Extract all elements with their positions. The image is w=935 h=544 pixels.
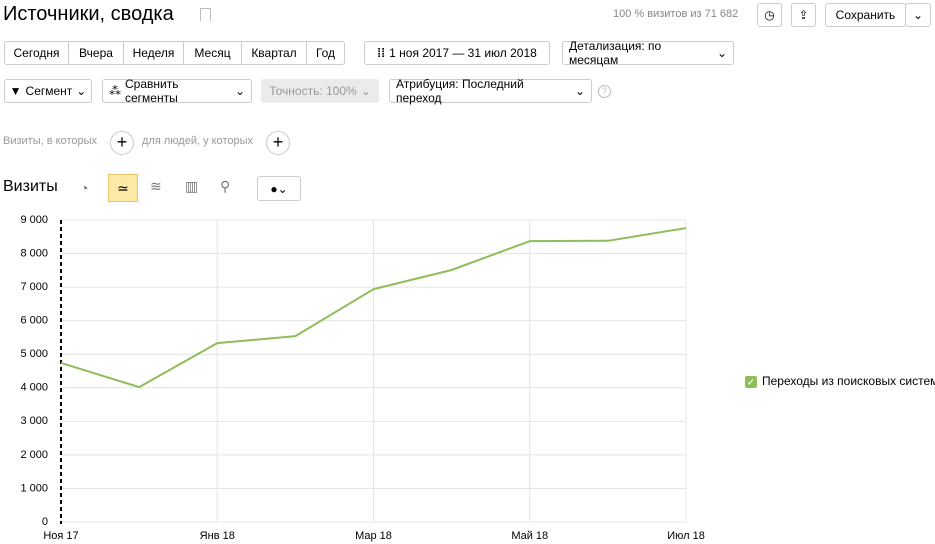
data-line — [60, 227, 687, 389]
segment-text: Сегмент — [25, 84, 73, 98]
history-button[interactable]: ◷ — [757, 3, 782, 27]
page-title: Источники, сводка — [3, 3, 174, 25]
save-menu[interactable]: ⌄ — [905, 3, 931, 27]
period-button[interactable]: Сегодня — [4, 41, 69, 65]
x-tick-label: Май 18 — [511, 530, 548, 542]
y-tick-label: 4 000 — [20, 382, 48, 394]
detail-select[interactable]: Детализация: по месяцам ⌄ — [562, 39, 734, 67]
date-range-text: 1 ноя 2017 — 31 июл 2018 — [389, 46, 537, 60]
y-tick-label: 2 000 — [20, 449, 48, 461]
y-tick-label: 3 000 — [20, 415, 48, 427]
chart: 0 1 000 2 000 3 000 4 000 5 000 6 000 7 000 8 00… — [20, 214, 935, 542]
condition-visits: Визиты, в которых — [3, 135, 97, 147]
y-tick-label: 8 000 — [20, 247, 48, 259]
period-button[interactable]: Неделя — [123, 41, 184, 65]
compare-button[interactable]: ⁂ Сравнить сегменты ⌄ — [102, 77, 252, 105]
date-range[interactable]: ⁞⁞ 1 ноя 2017 — 31 июл 2018 — [364, 41, 550, 65]
add-visits-condition[interactable]: + — [110, 131, 134, 155]
save-button[interactable]: Сохранить — [825, 3, 906, 27]
period-button[interactable]: Год — [306, 41, 345, 65]
attribution-text: Атрибуция: Последний переход — [396, 77, 524, 105]
attribution-button[interactable]: Атрибуция: Последний переход ⌄ — [389, 77, 592, 105]
period-button[interactable]: Квартал — [241, 41, 307, 65]
x-tick-label: Ноя 17 — [43, 530, 78, 542]
y-tick-label: 6 000 — [20, 315, 48, 327]
bookmark-icon[interactable] — [200, 8, 211, 21]
x-tick-label: Янв 18 — [200, 530, 235, 542]
period-button[interactable]: Месяц — [183, 41, 242, 65]
accuracy-button[interactable]: Точность: 100% ⌄ — [261, 79, 379, 103]
help-icon[interactable]: ? — [598, 85, 611, 98]
map-icon[interactable]: ⚲ — [220, 178, 231, 194]
add-people-condition[interactable]: + — [266, 131, 290, 155]
x-tick-label: Мар 18 — [355, 530, 392, 542]
export-button[interactable]: ⇪ — [791, 3, 816, 27]
y-tick-label: 0 — [42, 516, 48, 528]
accuracy-text: Точность: 100% — [269, 84, 357, 98]
legend-checkbox — [745, 376, 757, 388]
pie-icon[interactable]: ◔ — [80, 180, 89, 196]
annotation-select[interactable]: ●⌄ — [257, 176, 301, 201]
segment-button[interactable]: ▼ Сегмент ⌄ — [4, 79, 92, 103]
bar-icon[interactable]: ▥ — [185, 178, 199, 194]
compare-text: Сравнить сегменты — [125, 77, 179, 105]
y-tick-label: 5 000 — [20, 348, 48, 360]
period-button[interactable]: Вчера — [68, 41, 124, 65]
visits-info: 100 % визитов из 71 682 — [613, 8, 739, 20]
y-tick-label: 9 000 — [20, 214, 48, 226]
chart-title: Визиты — [3, 178, 58, 195]
legend-label: Переходы из поисковых систем — [762, 374, 935, 388]
y-tick-label: 1 000 — [20, 482, 48, 494]
condition-people: для людей, у которых — [142, 135, 253, 147]
x-tick-label: Июл 18 — [667, 530, 705, 542]
line-chart-icon[interactable]: ≃ — [108, 174, 138, 202]
y-tick-label: 7 000 — [20, 281, 48, 293]
legend-check: ✓ — [747, 378, 755, 389]
area-icon[interactable]: ≋ — [150, 178, 162, 194]
detail-text: Детализация: по месяцам — [569, 39, 662, 67]
